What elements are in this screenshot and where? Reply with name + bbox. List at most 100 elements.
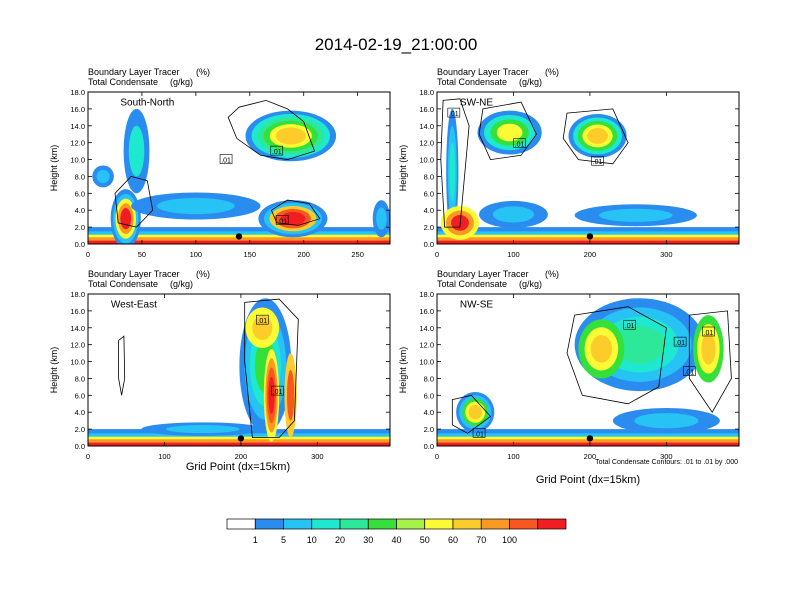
tracer-low-cell-5 bbox=[468, 404, 483, 420]
location-marker bbox=[237, 435, 245, 442]
panel-header-condensate-unit: (g/kg) bbox=[170, 77, 193, 87]
panel-sw-ne: Boundary Layer Tracer (%) Total Condensate… bbox=[398, 67, 740, 259]
x-tick-label: 300 bbox=[311, 452, 324, 461]
panels: Boundary Layer Tracer (%) Total Condensate… bbox=[49, 67, 740, 461]
tracer-tower-top-2 bbox=[252, 315, 273, 340]
y-tick-label: 18.0 bbox=[419, 290, 434, 299]
tracer-mid-left-2 bbox=[492, 206, 535, 223]
y-axis-label: Height (km) bbox=[49, 347, 59, 394]
tracer-anvil-6 bbox=[275, 127, 306, 145]
contour-label-5: .01 bbox=[474, 431, 484, 438]
y-tick-label: 10.0 bbox=[419, 156, 434, 165]
colorbar-swatch bbox=[254, 518, 284, 530]
y-tick-label: 14.0 bbox=[70, 324, 85, 333]
location-marker bbox=[586, 435, 594, 442]
condensate-contour-tower bbox=[244, 298, 299, 438]
panel-header-condensate: Total Condensate bbox=[437, 279, 507, 289]
y-tick-label: 0.0 bbox=[75, 442, 85, 451]
panel-header-condensate: Total Condensate bbox=[88, 279, 158, 289]
contour-label-1-box bbox=[623, 319, 636, 330]
y-axis-label: Height (km) bbox=[398, 145, 408, 192]
contour-label-2: .01 bbox=[704, 330, 714, 337]
contour-label-3-box bbox=[591, 155, 604, 166]
condensate-contour-right bbox=[688, 310, 732, 413]
y-tick-label: 14.0 bbox=[419, 324, 434, 333]
contour-label-1: .01 bbox=[625, 323, 635, 330]
y-tick-label: 2.0 bbox=[75, 223, 85, 232]
tracer-mid-right-2 bbox=[599, 208, 673, 222]
colorbar-swatch bbox=[367, 518, 397, 530]
colorbar: 1 5 10 20 30 40 50 60 70 100 bbox=[226, 518, 567, 545]
y-tick-label: 6.0 bbox=[75, 189, 85, 198]
tracer-column-2 bbox=[128, 125, 145, 177]
panel-name: NW-SE bbox=[460, 300, 493, 311]
y-tick-label: 12.0 bbox=[70, 139, 85, 148]
condensate-contour-upper bbox=[227, 99, 316, 161]
x-tick-label: 0 bbox=[435, 250, 439, 259]
y-tick-label: 12.0 bbox=[419, 341, 434, 350]
colorbar-label: 10 bbox=[307, 535, 317, 545]
y-tick-label: 14.0 bbox=[419, 122, 434, 131]
x-tick-label: 200 bbox=[584, 452, 597, 461]
contour-label-2-box bbox=[702, 326, 715, 337]
field-layer: .01 .01 West-East bbox=[88, 298, 390, 446]
tracer-anvil-wide-4 bbox=[613, 326, 666, 364]
panel-south-north: Boundary Layer Tracer (%) Total Condensate… bbox=[49, 67, 391, 259]
colorbar-swatch bbox=[396, 518, 426, 530]
field-layer: .01 .01 .01 .01 .01 NW-SE bbox=[437, 298, 739, 446]
plot-area bbox=[88, 294, 390, 446]
contour-note: Total Condensate Contours: .01 to .01 by… bbox=[595, 459, 738, 466]
colorbar-swatch bbox=[537, 518, 567, 530]
tracer-mid-layer-2 bbox=[157, 197, 235, 215]
x-tick-label: 50 bbox=[138, 250, 146, 259]
contour-label-3: .01 bbox=[593, 159, 603, 166]
plot-frame bbox=[436, 293, 740, 447]
x-tick-label: 200 bbox=[235, 452, 248, 461]
y-tick-label: 10.0 bbox=[70, 358, 85, 367]
location-marker bbox=[235, 233, 243, 240]
contour-label-1: .01 bbox=[449, 111, 459, 118]
contour-label-2: .01 bbox=[273, 389, 283, 396]
contour-label-3: .01 bbox=[675, 340, 685, 347]
contour-label-2: .01 bbox=[272, 149, 282, 156]
colorbar-label: 60 bbox=[448, 535, 458, 545]
colorbar-label: 70 bbox=[476, 535, 486, 545]
condensate-contour-low bbox=[451, 394, 492, 434]
x-axis-label-west-east: Grid Point (dx=15km) bbox=[186, 461, 290, 473]
panel-name: SW-NE bbox=[460, 98, 493, 109]
panel-header-tracer-unit: (%) bbox=[545, 269, 559, 279]
panel-header-tracer-unit: (%) bbox=[196, 67, 210, 77]
y-tick-label: 10.0 bbox=[419, 358, 434, 367]
panel-header-condensate-unit: (g/kg) bbox=[519, 279, 542, 289]
plot-frame bbox=[87, 91, 391, 245]
y-tick-label: 8.0 bbox=[75, 172, 85, 181]
colorbar-label: 100 bbox=[502, 535, 517, 545]
pbl-band-100pct bbox=[88, 240, 390, 244]
contour-label-2-box bbox=[271, 385, 284, 396]
y-tick-label: 8.0 bbox=[75, 374, 85, 383]
x-tick-label: 300 bbox=[660, 452, 673, 461]
tracer-cell-right-3 bbox=[701, 333, 716, 365]
contour-label-1-box bbox=[219, 154, 233, 164]
contour-label-3: .01 bbox=[277, 218, 287, 225]
contour-label-4: .01 bbox=[684, 370, 694, 377]
y-tick-label: 0.0 bbox=[424, 240, 434, 249]
colorbar-label: 1 bbox=[253, 535, 258, 545]
panel-header-tracer-unit: (%) bbox=[196, 269, 210, 279]
contour-label-2-box bbox=[513, 138, 526, 148]
field-layer: .01 .01 .01 South-North bbox=[88, 98, 390, 244]
y-tick-label: 2.0 bbox=[424, 425, 434, 434]
y-tick-label: 18.0 bbox=[70, 88, 85, 97]
contour-label-1: .01 bbox=[257, 318, 267, 325]
y-tick-label: 4.0 bbox=[75, 408, 85, 417]
tracer-patch-low-left-2 bbox=[96, 169, 110, 184]
panel-name: West-East bbox=[111, 300, 157, 311]
x-tick-label: 250 bbox=[351, 250, 364, 259]
panel-header-tracer: Boundary Layer Tracer bbox=[437, 67, 529, 77]
plot-frame bbox=[87, 293, 391, 447]
colorbar-label: 30 bbox=[363, 535, 373, 545]
y-tick-label: 6.0 bbox=[424, 189, 434, 198]
contour-label-5-box bbox=[472, 428, 486, 438]
condensate-contour-anvil-left bbox=[478, 101, 537, 161]
